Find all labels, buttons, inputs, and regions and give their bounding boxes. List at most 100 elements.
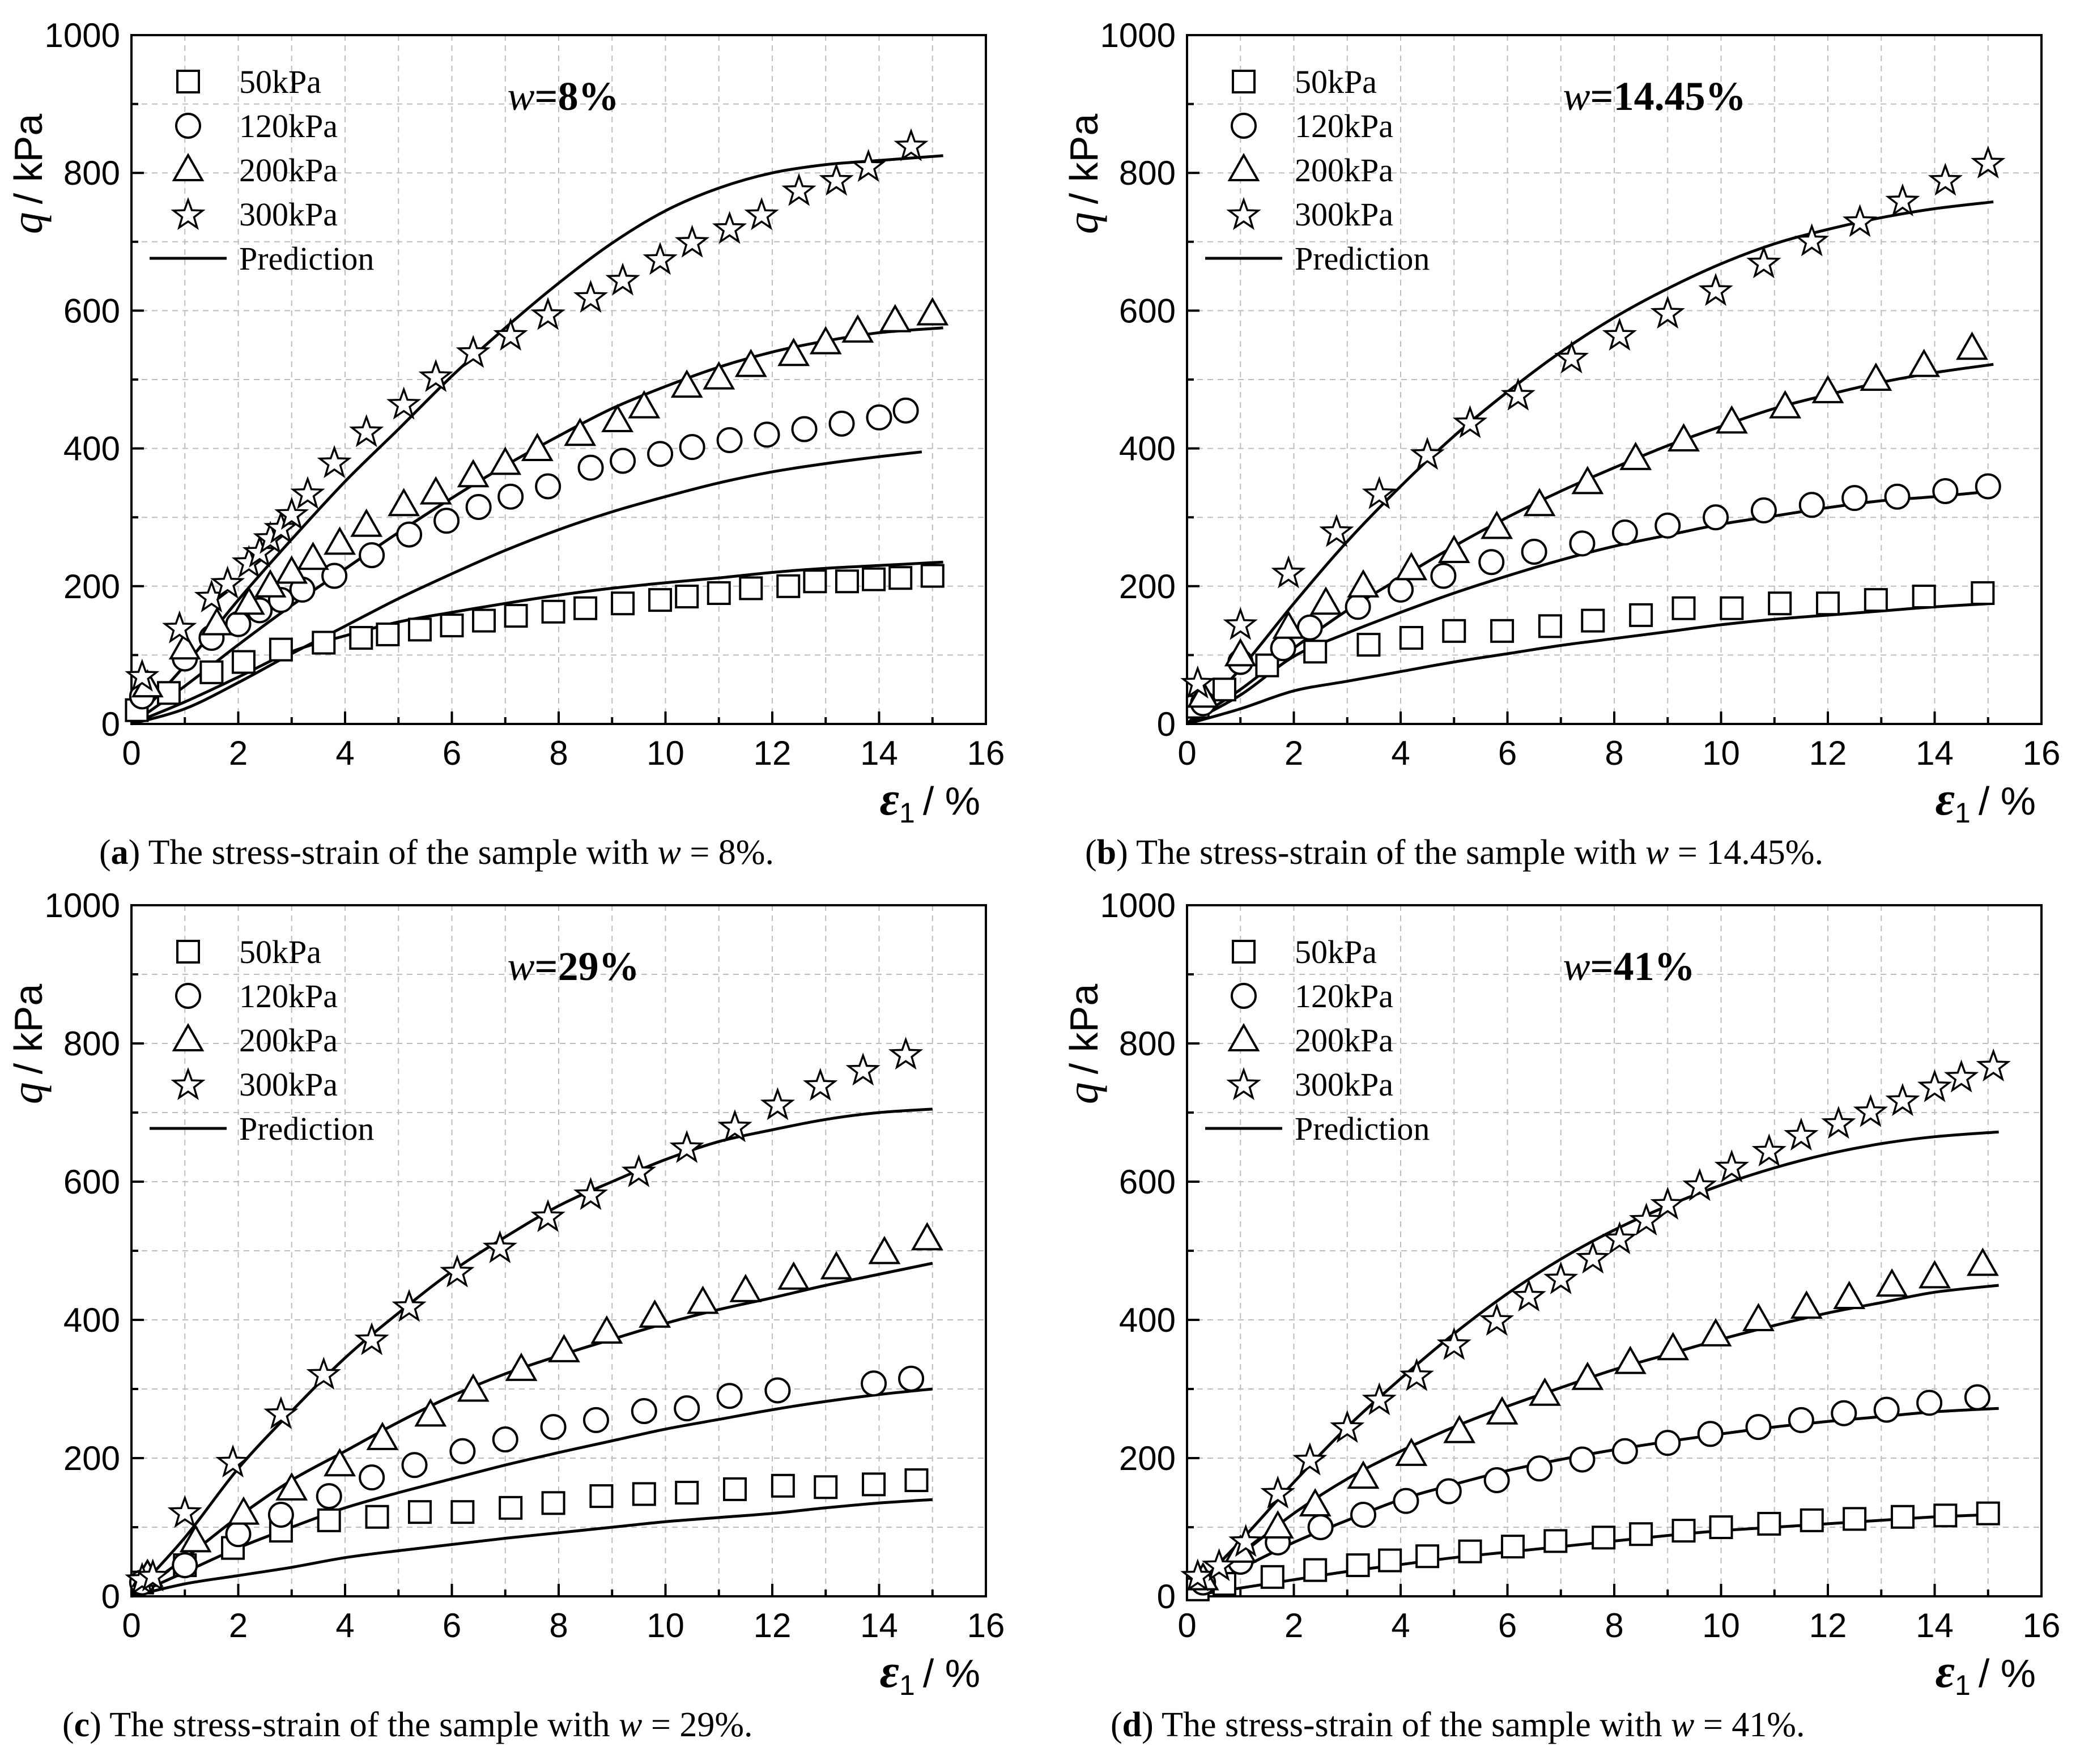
point-square [1971, 581, 1995, 605]
point-star [1784, 1117, 1819, 1151]
point-square [231, 650, 256, 674]
point-circle [1964, 1384, 1990, 1411]
prediction-curve-b-1 [1186, 602, 1994, 726]
legend-symbol-square [176, 940, 200, 964]
point-star [210, 565, 245, 599]
point-circle [674, 1395, 700, 1422]
point-star [1917, 1069, 1953, 1102]
x-tick-label-a: 14 [860, 734, 898, 772]
point-star [1543, 1261, 1579, 1294]
point-square [814, 1475, 838, 1499]
point-circle [1270, 635, 1296, 662]
point-circle [1654, 512, 1681, 539]
y-axis-title-b: q / kPa [1058, 114, 1107, 235]
point-star [1602, 317, 1637, 351]
point-triangle [601, 403, 634, 432]
point-triangle [1742, 1302, 1775, 1331]
y-axis-symbol-b: q [1058, 212, 1107, 234]
y-tick-label-a: 600 [63, 292, 120, 330]
caption-a-var: w [657, 833, 681, 872]
point-circle [1750, 497, 1777, 524]
point-star [1885, 183, 1920, 216]
x-axis-unit-a: / % [923, 779, 980, 823]
point-circle [1831, 1400, 1857, 1426]
legend-c: 50kPa 120kPa 200kPa 300kPa Prediction [150, 934, 374, 1147]
point-circle [316, 1483, 342, 1510]
legend-label: Prediction [239, 1110, 374, 1147]
point-triangle [1395, 552, 1428, 581]
x-axis-title-a: ε1/ % [880, 773, 980, 829]
y-axis-unit-a: / kPa [6, 114, 50, 204]
point-star [1479, 1302, 1515, 1336]
annotation-value-d: =41% [1590, 944, 1695, 989]
y-axis-symbol-a: q [2, 212, 52, 234]
point-triangle [366, 1421, 399, 1450]
point-star [1842, 204, 1878, 237]
annotation-value-b: =14.45% [1590, 74, 1746, 119]
legend-label: 50kPa [1295, 63, 1377, 100]
y-tick-label-b: 1000 [1100, 16, 1176, 54]
point-square [573, 596, 598, 620]
point-star [482, 1230, 517, 1263]
x-tick-label-a: 12 [754, 734, 792, 772]
point-star [845, 1053, 881, 1086]
point-star [1292, 1442, 1328, 1476]
point-triangle [1875, 1268, 1908, 1297]
point-square [1816, 591, 1840, 616]
point-square [862, 1472, 886, 1497]
point-circle [172, 1552, 198, 1579]
point-circle [1611, 1438, 1638, 1464]
point-star [418, 359, 453, 393]
point-circle [492, 1426, 518, 1453]
caption-d: (d) The stress-strain of the sample with… [1111, 1705, 1805, 1745]
y-tick-label-d: 1000 [1100, 887, 1176, 924]
point-star [1751, 1133, 1786, 1167]
annotation-symbol-a: w [508, 74, 535, 119]
point-square [1442, 619, 1466, 643]
x-tick-label-b: 10 [1702, 734, 1740, 772]
point-star [386, 386, 422, 420]
point-triangle [868, 1235, 901, 1264]
point-star [1602, 1221, 1637, 1255]
series-a-50kPa [125, 564, 945, 722]
x-tick-label-c: 16 [967, 1607, 1005, 1644]
point-triangle [414, 1398, 447, 1427]
point-square [835, 569, 859, 594]
legend-symbol-circle [175, 113, 201, 139]
point-square [156, 681, 181, 705]
point-star [1399, 1358, 1434, 1391]
point-circle [1611, 519, 1638, 546]
caption-a-open: ( [99, 833, 111, 872]
point-triangle [1619, 441, 1652, 470]
y-tick-label-d: 200 [1119, 1439, 1176, 1477]
point-square [1976, 1501, 2000, 1526]
legend-symbol-triangle [172, 152, 205, 181]
point-square [632, 1482, 656, 1506]
legend-b: 50kPa 120kPa 200kPa 300kPa Prediction [1205, 63, 1430, 277]
point-square [1757, 1511, 1781, 1536]
series-d-300kPa [1180, 1048, 2011, 1592]
chart-d: 0 2 4 6 8 10 12 14 16 0 200 400 600 800 1000 q / kPa ε1/ … [1058, 887, 2060, 1701]
point-star [1362, 476, 1397, 509]
x-tick-label-c: 6 [443, 1607, 461, 1644]
point-circle [359, 1464, 385, 1491]
point-star [1410, 437, 1445, 470]
annotation-value-a: =8% [535, 74, 619, 119]
legend-d: 50kPa 120kPa 200kPa 300kPa Prediction [1205, 934, 1430, 1147]
series-c-300kPa [125, 1037, 924, 1595]
legend-symbol-star [171, 197, 206, 230]
point-star [1201, 1548, 1237, 1582]
point-circle [1569, 1446, 1596, 1473]
point-triangle [457, 1373, 490, 1402]
caption-c-value: = 29%. [642, 1706, 753, 1744]
caption-b: (b) The stress-strain of the sample with… [1085, 833, 1823, 873]
point-star [1554, 340, 1589, 374]
point-circle [1393, 1488, 1419, 1514]
legend-label: 120kPa [239, 108, 338, 144]
point-star [781, 173, 816, 206]
point-triangle [1833, 1280, 1866, 1309]
point-square [1212, 678, 1236, 702]
point-square [1933, 1503, 1958, 1528]
point-square [1843, 1507, 1867, 1531]
x-tick-label-d: 12 [1809, 1607, 1847, 1644]
